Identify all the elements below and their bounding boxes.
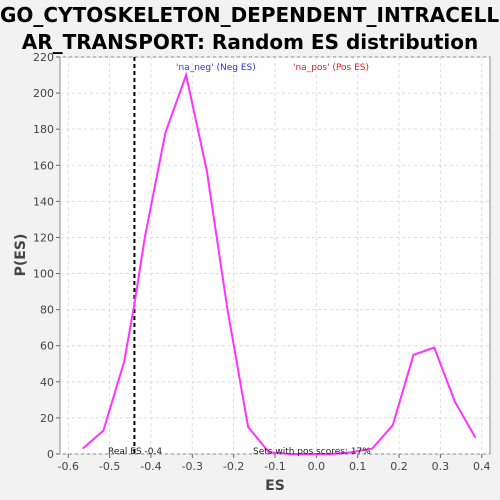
x-tick-label: -0.2	[223, 460, 244, 473]
series-line	[82, 71, 477, 455]
x-tick-label: 0.3	[432, 460, 450, 473]
chart-title: GO_CYTOSKELETON_DEPENDENT_INTRACELLUL AR…	[0, 2, 500, 56]
x-tick-label: -0.4	[140, 460, 161, 473]
y-tick-label: 200	[33, 87, 54, 100]
ticks: -0.6 -0.5 -0.4 -0.3 -0.2 -0.1 0.0 0.1 0.2 0.3 0.4 0…	[33, 51, 490, 473]
y-tick-label: 160	[33, 159, 54, 172]
y-tick-label: 40	[40, 376, 54, 389]
y-tick-label: 140	[33, 195, 54, 208]
x-tick-label: 0.1	[349, 460, 367, 473]
y-tick-label: 0	[47, 448, 54, 461]
x-axis-label: ES	[265, 478, 285, 494]
x-tick-label: -0.6	[58, 460, 79, 473]
y-tick-label: 180	[33, 123, 54, 136]
y-tick-label: 120	[33, 231, 54, 244]
grid	[60, 56, 490, 455]
y-axis-label: P(ES)	[13, 234, 29, 277]
x-tick-label: 0.2	[390, 460, 408, 473]
y-tick-label: 220	[33, 51, 54, 64]
y-tick-label: 80	[40, 304, 54, 317]
legend-neg: 'na_neg' (Neg ES)	[176, 63, 256, 73]
real-es-annotation: Real ES -0.4	[108, 447, 162, 457]
x-tick-label: 0.0	[308, 460, 326, 473]
legend-pos: 'na_pos' (Pos ES)	[293, 63, 369, 73]
x-tick-label: -0.3	[182, 460, 203, 473]
y-tick-label: 100	[33, 268, 54, 281]
chart-title-line-1: GO_CYTOSKELETON_DEPENDENT_INTRACELLUL	[0, 3, 500, 27]
x-tick-label: -0.1	[264, 460, 285, 473]
y-tick-label: 60	[40, 340, 54, 353]
chart-title-line-2: AR_TRANSPORT: Random ES distribution	[21, 30, 479, 54]
y-tick-label: 20	[40, 412, 54, 425]
x-tick-label: 0.4	[473, 460, 491, 473]
pos-scores-annotation: Sets with pos scores: 17%	[253, 447, 371, 457]
x-tick-label: -0.5	[99, 460, 120, 473]
